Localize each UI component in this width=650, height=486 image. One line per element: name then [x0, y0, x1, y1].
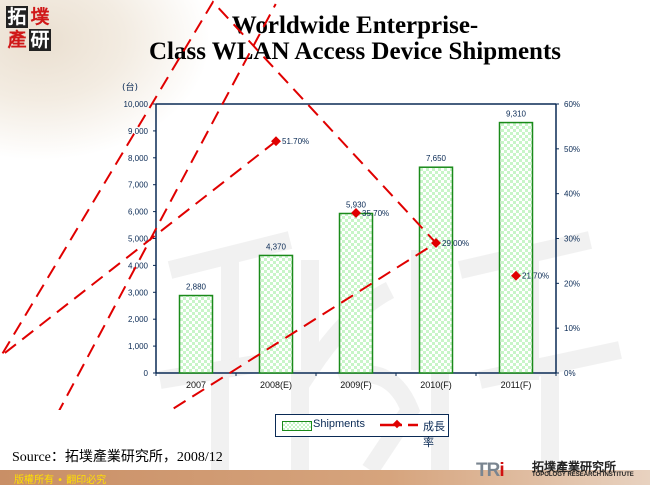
bar-value-label: 5,930: [346, 200, 367, 209]
x-tick-label: 2008(E): [260, 380, 292, 390]
logo-char: 產: [7, 29, 27, 51]
y-tick-label: 10,000: [124, 100, 149, 109]
tri-brand-logo: TRi 拓墣產業研究所 TOPOLOGY RESEARCH INSTITUTE: [476, 458, 646, 482]
y-tick-label: 0: [144, 369, 149, 378]
x-tick-label: 2011(F): [501, 380, 532, 390]
chart-title-line2: Class WLAN Access Device Shipments: [148, 38, 562, 65]
y-tick-label: 2,000: [128, 315, 149, 324]
brand-english-name: TOPOLOGY RESEARCH INSTITUTE: [532, 472, 634, 478]
shipment-bar: [418, 166, 454, 374]
growth-rate-line: [0, 0, 438, 410]
source-note: Source：拓墣產業研究所，2008/12: [12, 450, 223, 465]
company-logo: 拓 墣 產 研: [6, 6, 52, 52]
shipments-swatch-icon: [282, 421, 312, 431]
growth-rate-marker: [351, 207, 361, 218]
y2-tick-label: 60%: [564, 100, 580, 109]
y-tick-label: 1,000: [128, 342, 149, 351]
bar-value-label: 9,310: [506, 110, 527, 119]
y2-tick-label: 0%: [564, 369, 576, 378]
growth-rate-label: 29.00%: [442, 239, 469, 248]
growth-rate-label: 51.70%: [282, 137, 309, 146]
logo-char: 墣: [30, 6, 50, 28]
copyright-text: 版權所有 • 翻印必究: [14, 475, 107, 486]
y-tick-label: 3,000: [128, 288, 149, 297]
bar-value-label: 4,370: [266, 242, 287, 251]
growth-rate-label: 21.70%: [522, 272, 549, 281]
shipment-bar: [338, 212, 374, 374]
y2-tick-label: 30%: [564, 235, 580, 244]
shipment-bar: [258, 254, 294, 374]
logo-char: 拓: [6, 6, 28, 28]
growth-rate-marker: [511, 270, 521, 281]
bar-value-label: 2,880: [186, 283, 207, 292]
shipment-bar: [178, 294, 214, 374]
legend-label-growth-rate: 成長率: [423, 420, 445, 449]
growth-rate-line-icon: [380, 419, 418, 429]
logo-char: 研: [29, 29, 51, 51]
chart-title-line1: Worldwide Enterprise-: [231, 12, 479, 39]
footer-band: 版權所有 • 翻印必究: [0, 470, 650, 486]
y-tick-label: 7,000: [128, 181, 149, 190]
growth-rate-marker: [431, 238, 441, 248]
brand-chinese-name: 拓墣產業研究所: [532, 460, 617, 474]
legend-label-shipments: Shipments: [313, 418, 365, 430]
y-tick-label: 9,000: [128, 127, 149, 136]
x-tick-label: 2009(F): [340, 380, 372, 390]
y-tick-label: 6,000: [128, 208, 149, 217]
y-axis-unit-label: (台): [122, 83, 139, 93]
x-tick-label: 2010(F): [420, 380, 452, 390]
x-tick-label: 2007: [186, 380, 206, 390]
chart-plot: 0 1,000 2,000 3,000 4,000 5,000 6,000 7,000 8,00…: [0, 0, 580, 410]
growth-rate-marker: [271, 136, 281, 147]
y2-tick-label: 20%: [564, 279, 580, 288]
y-tick-label: 4,000: [128, 261, 149, 270]
tri-mark: TRi: [476, 460, 505, 481]
chart-legend: Shipments 成長率: [275, 414, 449, 449]
y2-tick-label: 50%: [564, 145, 580, 154]
y2-tick-label: 40%: [564, 190, 580, 199]
bar-value-label: 7,650: [426, 154, 447, 163]
y-tick-label: 8,000: [128, 154, 149, 163]
growth-rate-label: 35.70%: [362, 209, 389, 218]
shipment-bar: [498, 121, 534, 374]
y2-tick-label: 10%: [564, 324, 580, 333]
y-tick-label: 5,000: [128, 235, 149, 244]
